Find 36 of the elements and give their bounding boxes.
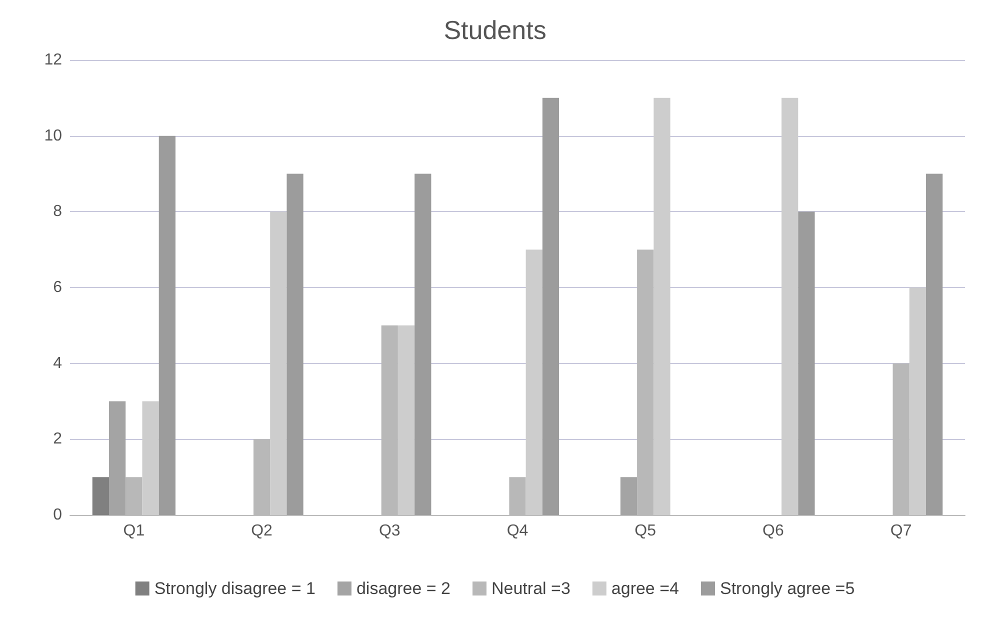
- bar: [782, 98, 798, 515]
- y-tick-label: 12: [44, 52, 62, 68]
- bar: [270, 212, 287, 515]
- legend-label: Strongly agree =5: [720, 579, 855, 598]
- bar: [620, 477, 638, 515]
- legend-label: agree =4: [611, 579, 679, 598]
- y-tick-label: 0: [53, 506, 62, 524]
- bar: [909, 288, 926, 515]
- bar: [926, 174, 943, 515]
- y-tick-label: 4: [53, 354, 62, 372]
- legend-label: Strongly disagree = 1: [154, 579, 316, 598]
- bar: [158, 136, 176, 515]
- bar: [414, 174, 432, 515]
- bar: [654, 98, 670, 515]
- bar: [526, 250, 542, 515]
- bar: [286, 174, 304, 515]
- x-tick-label: Q1: [123, 522, 145, 540]
- legend-label: disagree = 2: [356, 579, 451, 598]
- bar: [398, 325, 415, 515]
- y-tick-label: 2: [53, 430, 62, 448]
- bar: [798, 212, 815, 515]
- x-tick-label: Q4: [506, 522, 528, 540]
- chart-title: Students: [444, 15, 546, 45]
- bar: [92, 477, 109, 515]
- x-tick-label: Q6: [762, 522, 784, 540]
- bar: [142, 401, 159, 515]
- bar: [542, 98, 560, 515]
- x-tick-label: Q5: [634, 522, 656, 540]
- x-tick-label: Q3: [378, 522, 400, 540]
- legend-label: Neutral =3: [492, 579, 570, 598]
- y-tick-label: 10: [44, 127, 62, 144]
- y-tick-label: 8: [53, 203, 62, 220]
- y-tick-label: 6: [53, 279, 62, 296]
- x-tick-label: Q7: [890, 522, 912, 540]
- x-tick-label: Q2: [251, 522, 273, 540]
- bar: [108, 401, 126, 515]
